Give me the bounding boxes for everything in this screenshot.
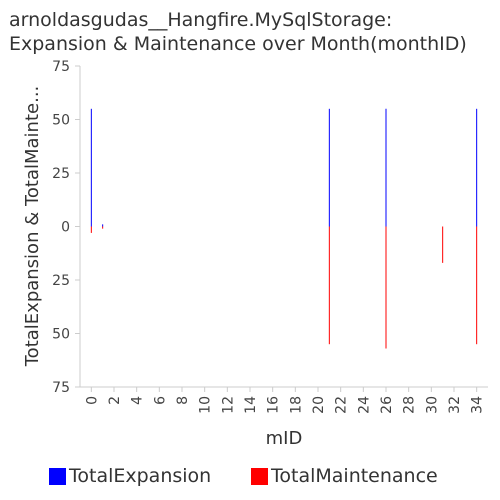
x-tick-label: 12 (220, 396, 236, 414)
x-tick-label: 0 (84, 396, 100, 405)
legend-item-expansion: TotalExpansion (49, 465, 211, 487)
legend-label-expansion: TotalExpansion (69, 465, 212, 487)
x-tick-label: 22 (334, 396, 350, 414)
x-tick-label: 10 (198, 396, 214, 414)
x-tick-label: 26 (379, 396, 395, 414)
y-axis-label: TotalExpansion & TotalMainte... (22, 86, 43, 368)
x-tick-label: 16 (266, 396, 282, 414)
x-tick-label: 28 (402, 396, 418, 414)
y-tick-label: 25 (52, 273, 70, 289)
chart-title-line1: arnoldasgudas__Hangfire.MySqlStorage: (9, 9, 393, 31)
x-tick-label: 18 (288, 396, 304, 414)
x-tick-label: 20 (311, 396, 327, 414)
x-tick-label: 24 (356, 396, 372, 414)
legend-swatch-maintenance (251, 467, 268, 485)
y-tick-label: 50 (52, 113, 70, 129)
y-tick-label: 50 (52, 327, 70, 343)
x-tick-label: 34 (470, 396, 486, 414)
chart-title-line2: Expansion & Maintenance over Month(month… (9, 33, 467, 55)
x-tick-label: 8 (175, 396, 191, 405)
x-tick-label: 30 (424, 396, 440, 414)
y-tick-label: 75 (52, 59, 70, 75)
x-tick-label: 32 (447, 396, 463, 414)
chart-title: arnoldasgudas__Hangfire.MySqlStorage: Ex… (9, 8, 497, 56)
x-tick-label: 4 (130, 396, 146, 405)
x-tick-label: 2 (107, 396, 123, 405)
x-tick-label: 14 (243, 396, 259, 414)
legend-label-maintenance: TotalMaintenance (271, 465, 438, 487)
chart-legend: TotalExpansion TotalMaintenance (0, 462, 500, 492)
x-axis-label: mID (266, 428, 303, 449)
legend-swatch-expansion (49, 467, 66, 485)
y-tick-label: 0 (61, 220, 70, 236)
legend-item-maintenance: TotalMaintenance (251, 465, 438, 487)
y-tick-label: 75 (52, 380, 70, 396)
chart-bars (90, 108, 478, 349)
x-tick-label: 6 (152, 396, 168, 405)
y-tick-label: 25 (52, 166, 70, 182)
